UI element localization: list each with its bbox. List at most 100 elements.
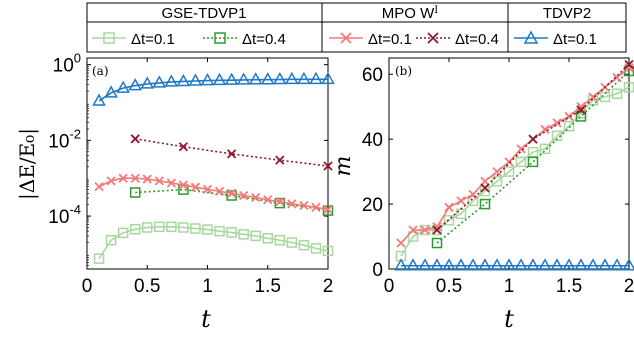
legend-entry-label: Δt=0.1 [368,31,412,48]
y-tick-label: 0 [372,260,383,281]
data-point [226,190,237,201]
data-point [178,180,189,190]
data-point [323,204,333,215]
series [129,184,334,216]
data-point [322,205,334,216]
legend-entry-label: Δt=0.4 [455,31,499,48]
data-point [92,93,106,106]
legend: GSE-TDVP1 MPO WI TDVP2 Δt=0.1 Δt=0.4 Δt=… [86,2,627,53]
x-tick-label: 1 [504,276,515,297]
data-point [94,181,104,192]
data-point [588,92,598,102]
triangle-marker-icon [523,30,539,44]
data-point [478,258,492,271]
data-point [418,258,432,271]
data-point [540,124,550,135]
data-point [490,258,504,271]
data-point [514,258,528,271]
data-point [539,143,551,155]
series [432,59,634,235]
data-point [214,225,225,237]
x-tick-label: 0.5 [134,276,160,297]
legend-entry: Δt=0.1 [514,30,597,48]
data-point [454,258,468,271]
data-point [226,227,237,238]
x-tick-label: 0 [384,276,395,297]
data-point [212,72,227,86]
data-point [598,258,612,271]
data-point [624,59,634,70]
panel-a-ylabel: |ΔE/E₀| [15,128,40,200]
data-point [298,239,310,251]
data-point [166,221,177,233]
data-point [443,215,455,226]
panel-a-label: (a) [92,64,109,78]
data-point [154,221,165,233]
data-point [154,176,164,186]
data-point [286,237,298,248]
data-point [129,223,141,235]
y-tick-label: 60 [362,65,383,86]
legend-entry: Δt=0.4 [203,31,286,48]
data-point [176,73,191,87]
x-tick-label: 2 [624,276,634,297]
data-point [190,182,201,192]
data-point [432,222,442,232]
data-point [260,72,275,85]
legend-entry: Δt=0.1 [92,31,175,48]
data-point [551,130,563,142]
series-line [135,188,329,212]
data-point [130,134,140,144]
data-point [93,253,105,264]
data-point [248,72,263,85]
data-point [226,188,237,198]
data-point [140,76,155,89]
data-point [611,88,623,99]
legend-entry: Δt=0.1 [329,31,412,48]
data-point [239,190,249,201]
data-point [142,222,153,233]
x-marker-icon [340,32,352,44]
data-point [430,258,444,271]
data-point [164,74,179,87]
data-point [396,238,406,248]
data-point [250,230,261,242]
data-point [311,202,321,212]
series [394,258,634,271]
data-point [612,72,622,83]
series [94,173,333,215]
data-point [118,173,128,183]
legend-entry-label: Δt=0.1 [553,31,597,48]
data-point [576,102,586,112]
legend-frame [86,2,627,53]
data-point [576,105,586,115]
y-tick-label: 10-4 [48,202,81,228]
data-point [238,229,249,240]
data-point [285,71,299,85]
panel-a: (a) |ΔE/E₀| t 0 0.5 1 1.5 2 100 10-2 10-4 [15,51,335,333]
data-point [226,149,237,159]
series [93,221,334,264]
data-point [128,78,142,91]
data-point [200,73,215,86]
data-point [323,161,333,171]
data-point [130,173,140,183]
data-point [251,192,261,203]
data-point [142,174,152,184]
x-tick-label: 1.5 [255,276,281,297]
data-point [263,195,273,205]
square-marker-icon [103,32,115,44]
data-point [310,243,322,254]
data-point [444,202,454,212]
data-point [479,198,491,210]
data-point [224,72,239,85]
data-point [105,234,117,246]
data-point [236,72,251,85]
data-point [550,258,564,271]
data-point [432,225,442,235]
data-point [322,245,334,257]
panel-b-label: (b) [395,64,412,78]
data-point [297,71,311,85]
data-point [466,258,480,271]
